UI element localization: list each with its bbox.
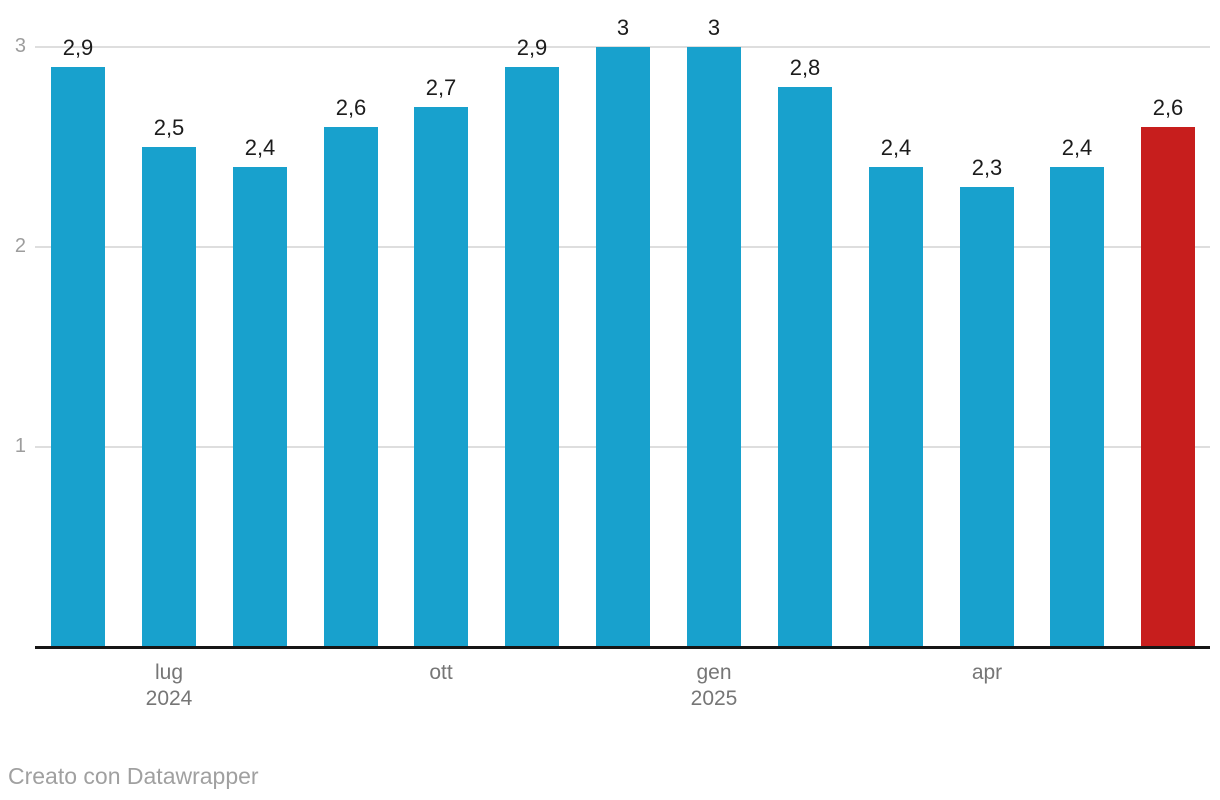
x-tick-month: lug	[154, 661, 184, 684]
bar	[596, 47, 650, 647]
x-axis-tick-label: apr	[917, 660, 1057, 686]
y-axis-tick-label: 3	[14, 35, 26, 57]
bar	[960, 187, 1014, 647]
bar-value-label: 2,9	[62, 35, 94, 60]
bar-value-label: 2,8	[789, 55, 821, 80]
bar	[142, 147, 196, 647]
x-tick-month: apr	[971, 661, 1003, 684]
bar	[778, 87, 832, 647]
bar-value-label: 2,4	[244, 135, 276, 160]
bar-value-label: 3	[707, 15, 721, 40]
bar-value-label: 2,7	[425, 75, 457, 100]
x-axis-tick-label: lug 2024	[99, 660, 239, 712]
bar	[505, 67, 559, 647]
bar-value-label: 2,4	[1061, 135, 1093, 160]
bar	[1050, 167, 1104, 647]
bar-value-label: 2,5	[153, 115, 185, 140]
bar-value-label: 2,9	[516, 35, 548, 60]
bar	[233, 167, 287, 647]
bar	[324, 127, 378, 647]
y-axis-tick-label: 2	[14, 235, 26, 257]
bar-value-label: 2,4	[880, 135, 912, 160]
bar-value-label: 3	[616, 15, 630, 40]
x-tick-month: ott	[429, 661, 453, 684]
bar	[414, 107, 468, 647]
x-axis-tick-label: gen 2025	[644, 660, 784, 712]
bar-value-label: 2,3	[971, 155, 1003, 180]
datawrapper-attribution-link[interactable]: Creato con Datawrapper	[8, 763, 259, 789]
x-axis-tick-label: ott	[371, 660, 511, 686]
x-tick-month: gen	[696, 661, 732, 684]
y-axis-tick-label: 1	[14, 435, 26, 457]
bar-value-label: 2,6	[1152, 95, 1184, 120]
bar-highlighted	[1141, 127, 1195, 647]
x-axis-baseline	[35, 646, 1210, 649]
bar-value-label: 2,6	[335, 95, 367, 120]
x-tick-year: 2025	[690, 687, 738, 710]
bar	[51, 67, 105, 647]
bar	[687, 47, 741, 647]
bar	[869, 167, 923, 647]
x-tick-year: 2024	[145, 687, 193, 710]
